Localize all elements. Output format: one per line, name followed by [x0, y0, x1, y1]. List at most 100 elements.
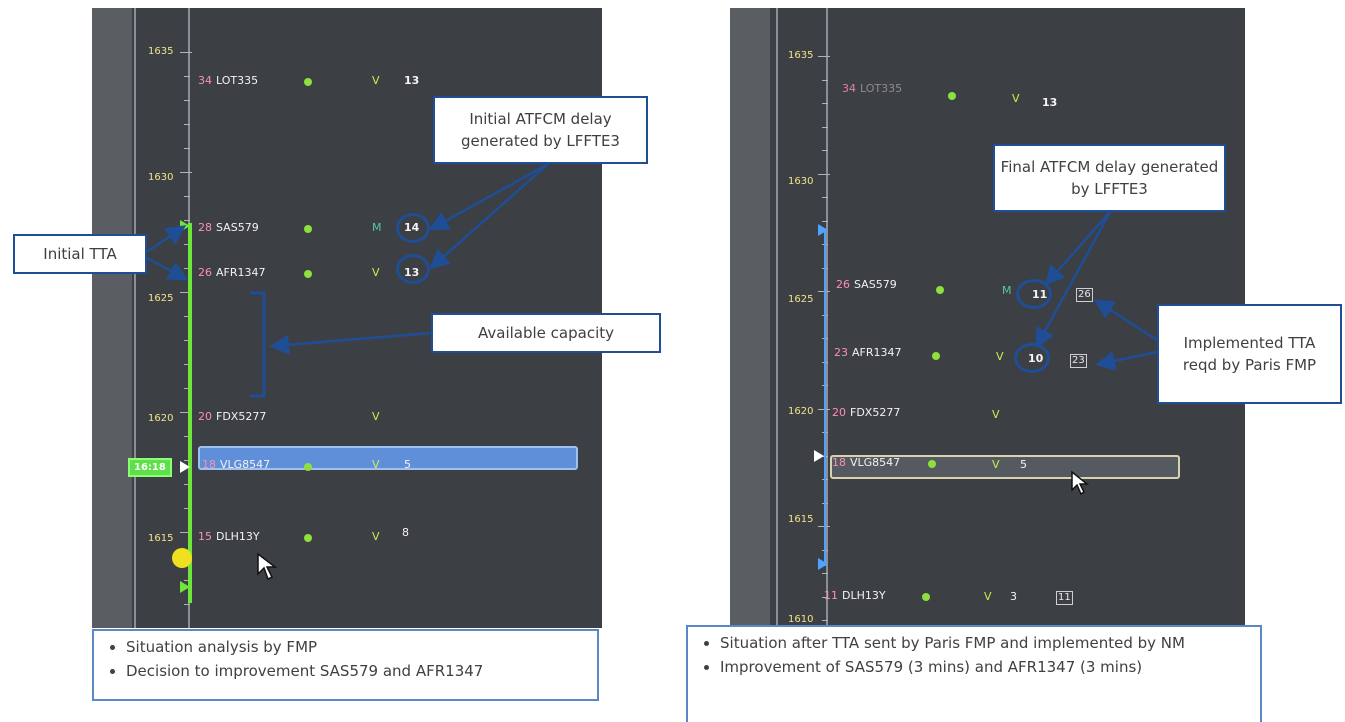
flight-level: 26 [198, 266, 212, 279]
notes-right: Situation after TTA sent by Paris FMP an… [686, 625, 1262, 722]
flight-callsign: SAS579 [216, 221, 259, 234]
flight-level: 15 [198, 530, 212, 543]
flight-row[interactable]: 18 VLG8547 [202, 458, 270, 471]
current-marker-icon[interactable] [814, 450, 824, 462]
ruler-tick [180, 172, 192, 173]
delay-value: 3 [1010, 590, 1017, 603]
callout-available-capacity: Available capacity [431, 313, 661, 353]
ruler-tick [822, 220, 828, 222]
flight-level: 28 [198, 221, 212, 234]
time-box[interactable]: 16:18 [128, 458, 172, 477]
delay-circle [1016, 279, 1052, 309]
tta-marker-icon[interactable] [818, 558, 828, 570]
ruler-tick [184, 340, 190, 341]
ruler-tick [184, 436, 190, 437]
tta-marker-icon[interactable] [180, 220, 190, 232]
callout-final-atfcm: Final ATFCM delay generated by LFFTE3 [993, 144, 1226, 212]
tick-label-1625: 1625 [788, 294, 814, 305]
ruler-tick [822, 126, 828, 128]
flight-flag: V [372, 266, 380, 279]
green-tta-bar [188, 223, 192, 603]
ruler-line [134, 8, 136, 628]
selected-row-highlight[interactable] [198, 446, 578, 470]
tick-label-1630: 1630 [788, 176, 814, 187]
selected-row-highlight[interactable] [830, 455, 1180, 479]
callout-implemented-tta: Implemented TTA reqd by Paris FMP [1157, 304, 1342, 404]
ruler-tick [822, 103, 828, 104]
flight-row[interactable]: 23 AFR1347 [834, 346, 902, 359]
ruler-tick [822, 596, 828, 598]
flight-flag: V [372, 530, 380, 543]
status-dot-icon [304, 270, 312, 278]
ruler-tick [184, 484, 190, 485]
flight-row[interactable]: 34 LOT335 [842, 82, 902, 95]
tta-marker-icon[interactable] [818, 224, 828, 236]
flight-row[interactable]: 20 FDX5277 [198, 410, 266, 423]
right-ruler-strip [730, 8, 770, 628]
mouse-cursor-icon [1071, 470, 1090, 496]
status-dot-icon [304, 78, 312, 86]
flight-callsign: VLG8547 [850, 456, 901, 469]
tick-label-1635: 1635 [788, 50, 814, 61]
ruler-tick [184, 76, 190, 77]
tick-label-1620: 1620 [148, 413, 174, 424]
ruler-tick [818, 56, 830, 57]
flight-row[interactable]: 18 VLG8547 [832, 456, 900, 469]
delay-value: 5 [404, 458, 411, 471]
notes-left: Situation analysis by FMP Decision to im… [92, 629, 599, 701]
flight-flag: V [372, 458, 380, 471]
ruler-tick [184, 580, 190, 581]
flight-level: 20 [832, 406, 846, 419]
status-dot-icon [948, 92, 956, 100]
tta-value-box: 11 [1056, 591, 1073, 605]
ruler-tick [184, 100, 190, 101]
flight-callsign: FDX5277 [850, 406, 901, 419]
ruler-line [826, 8, 828, 628]
tick-label-1615: 1615 [148, 533, 174, 544]
status-dot-icon [928, 460, 936, 468]
tick-label-1610: 1610 [788, 614, 814, 625]
ruler-tick [184, 148, 190, 149]
ruler-tick [184, 364, 190, 365]
current-marker-icon[interactable] [180, 461, 190, 473]
flight-level: 23 [834, 346, 848, 359]
tick-label-1635: 1635 [148, 46, 174, 57]
ruler-tick [184, 388, 190, 389]
flight-flag: V [372, 410, 380, 423]
tta-marker-icon[interactable] [180, 581, 190, 593]
ruler-tick [180, 292, 192, 293]
ruler-tick [822, 150, 828, 151]
flight-callsign: AFR1347 [852, 346, 902, 359]
tick-label-1625: 1625 [148, 293, 174, 304]
flight-row[interactable]: 11 DLH13Y [824, 589, 886, 602]
flight-row[interactable]: 28 SAS579 [198, 221, 259, 234]
flight-callsign: DLH13Y [216, 530, 260, 543]
delay-circle [396, 213, 430, 243]
mouse-cursor-icon [257, 552, 278, 581]
delay-value: 13 [1042, 96, 1058, 109]
play-marker-icon[interactable] [172, 548, 192, 568]
flight-flag: V [1012, 92, 1020, 105]
delay-value: 8 [402, 526, 409, 539]
flight-row[interactable]: 26 SAS579 [836, 278, 897, 291]
note-item: Decision to improvement SAS579 and AFR13… [126, 659, 587, 683]
flight-row[interactable]: 15 DLH13Y [198, 530, 260, 543]
capacity-bracket [250, 291, 266, 398]
flight-row[interactable]: 20 FDX5277 [832, 406, 900, 419]
callout-initial-tta: Initial TTA [13, 234, 147, 274]
status-dot-icon [304, 534, 312, 542]
ruler-tick [184, 124, 190, 125]
status-dot-icon [922, 593, 930, 601]
flight-row[interactable]: 26 AFR1347 [198, 266, 266, 279]
left-ruler-strip [92, 8, 132, 628]
ruler-tick [184, 604, 190, 605]
delay-value: 5 [1020, 458, 1027, 471]
flight-level: 18 [832, 456, 846, 469]
flight-row[interactable]: 34 LOT335 [198, 74, 258, 87]
blue-tta-bar [824, 230, 826, 566]
flight-level: 20 [198, 410, 212, 423]
status-dot-icon [932, 352, 940, 360]
tta-value-box: 23 [1070, 354, 1087, 368]
flight-flag: M [1002, 284, 1012, 297]
flight-flag: V [996, 350, 1004, 363]
